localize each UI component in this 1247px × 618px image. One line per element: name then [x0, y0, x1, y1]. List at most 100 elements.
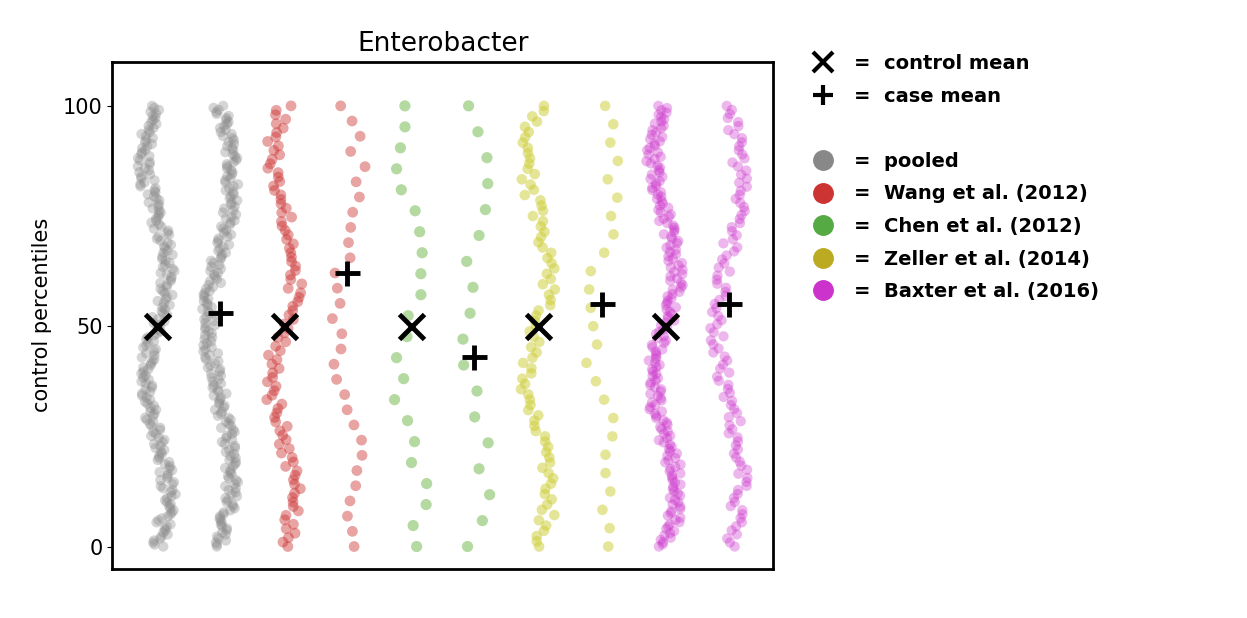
Point [161, 503, 181, 513]
Point [708, 376, 728, 386]
Point [138, 198, 158, 208]
Point [217, 163, 237, 173]
Point [146, 405, 166, 415]
Point [581, 303, 601, 313]
Point [202, 383, 222, 392]
Point [668, 260, 688, 270]
Point [284, 480, 304, 489]
Point [219, 240, 239, 250]
Point [708, 344, 728, 353]
Point [276, 337, 296, 347]
Point [599, 541, 619, 551]
Point [281, 270, 301, 280]
Point [135, 163, 155, 173]
Point [647, 194, 667, 204]
Point [651, 105, 671, 115]
Point [131, 149, 151, 159]
Point [661, 240, 681, 250]
Point [135, 145, 155, 155]
Point [715, 258, 734, 268]
Point [660, 493, 680, 503]
Point [525, 421, 545, 431]
Point [642, 340, 662, 350]
Point [716, 283, 736, 293]
Point [459, 101, 479, 111]
Point [128, 161, 148, 171]
Point [600, 138, 620, 148]
Point [653, 198, 673, 208]
Point [147, 193, 167, 203]
Point [534, 526, 554, 536]
Point [511, 384, 531, 394]
Point [527, 117, 547, 127]
Point [718, 412, 738, 422]
Point [152, 437, 172, 447]
Point [214, 121, 234, 131]
Point [222, 211, 242, 221]
Point [717, 101, 737, 111]
Point [666, 515, 686, 525]
Point [352, 435, 372, 445]
Point [157, 473, 177, 483]
Point [522, 211, 542, 221]
Point [657, 298, 677, 308]
Point [224, 449, 244, 459]
Point [195, 292, 214, 302]
Point [155, 260, 175, 270]
Point [140, 395, 160, 405]
Point [596, 450, 616, 460]
Point [140, 159, 160, 169]
Point [324, 359, 344, 369]
Point [208, 246, 228, 256]
Point [208, 533, 228, 543]
Point [522, 111, 542, 121]
Point [201, 266, 221, 276]
Point [660, 431, 680, 441]
Point [653, 415, 673, 425]
Point [203, 103, 223, 113]
Point [661, 210, 681, 219]
Point [140, 387, 160, 397]
Point [268, 172, 288, 182]
Point [269, 150, 289, 160]
Point [600, 523, 620, 533]
Point [670, 517, 690, 527]
Point [162, 290, 182, 300]
Point [642, 183, 662, 193]
Point [135, 177, 155, 187]
Point [524, 332, 544, 342]
Point [272, 448, 292, 458]
Point [722, 396, 742, 406]
Point [407, 541, 426, 551]
Point [469, 231, 489, 240]
Point [146, 429, 166, 439]
Point [532, 505, 552, 515]
Point [727, 242, 747, 252]
Point [148, 201, 168, 211]
Point [224, 216, 244, 226]
Point [258, 163, 278, 173]
Point [137, 399, 157, 408]
Point [216, 177, 236, 187]
Point [147, 455, 167, 465]
Point [519, 127, 539, 137]
Point [152, 306, 172, 316]
Point [666, 302, 686, 312]
Point [152, 514, 172, 523]
Point [146, 184, 166, 193]
Point [661, 509, 681, 519]
Point [155, 523, 175, 533]
Point [211, 264, 231, 274]
Point [646, 362, 666, 372]
Point [205, 320, 224, 330]
Point [657, 218, 677, 228]
Point [218, 117, 238, 127]
Point [218, 111, 238, 121]
Point [647, 190, 667, 200]
Point [143, 538, 163, 548]
Point [737, 473, 757, 483]
Point [529, 410, 549, 420]
Point [145, 192, 165, 201]
Point [648, 391, 668, 401]
Point [343, 527, 363, 536]
